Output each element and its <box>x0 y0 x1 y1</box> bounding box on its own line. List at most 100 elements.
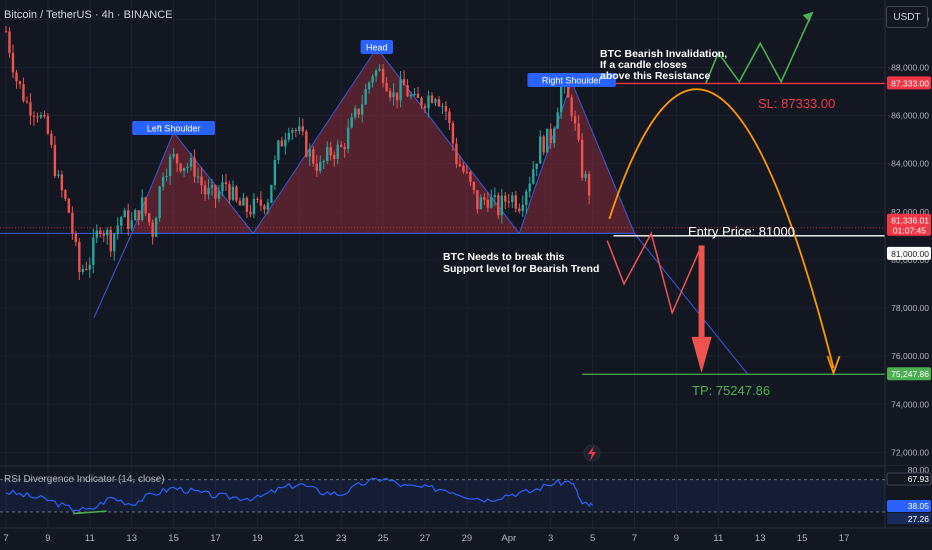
price-tag-label: 81,000.00 <box>891 249 929 259</box>
candle-body <box>22 84 25 102</box>
candle-body <box>336 144 339 159</box>
time-tick-label: 9 <box>674 533 679 544</box>
time-tick-label: 17 <box>839 533 850 544</box>
candle-body <box>298 126 301 131</box>
candle-body <box>420 97 423 106</box>
rsi-indicator-title[interactable]: RSI Divergence Indicator (14, close) <box>4 474 165 485</box>
candle-body <box>371 76 374 83</box>
candle-body <box>245 197 249 212</box>
price-tick-label: 76,000.00 <box>891 351 929 361</box>
time-tick-label: 21 <box>294 533 305 544</box>
candle-body <box>580 139 584 178</box>
candle-body <box>469 171 472 182</box>
candle-body <box>85 268 88 270</box>
candle-body <box>133 210 137 221</box>
candle-body <box>74 233 78 242</box>
price-tick-label: 74,000.00 <box>891 399 929 409</box>
candle-body <box>312 149 315 164</box>
candle-body <box>189 158 193 167</box>
candle-body <box>584 174 587 178</box>
candle-body <box>29 102 32 116</box>
candle-body <box>392 92 395 98</box>
candle-body <box>25 101 29 103</box>
pattern-triangle <box>252 47 521 234</box>
candle-body <box>32 115 36 117</box>
candle-body <box>528 183 531 192</box>
candle-body <box>273 159 277 185</box>
entry-price-label: Entry Price: 81000 <box>688 224 795 239</box>
candle-body <box>256 198 259 200</box>
candle-body <box>476 190 479 210</box>
candle-body <box>350 117 353 128</box>
candle-body <box>423 105 427 109</box>
candle-body <box>566 84 570 98</box>
time-tick-label: 5 <box>590 533 595 544</box>
candle-body <box>161 176 165 187</box>
rsi-tag-label: 67.93 <box>908 474 930 484</box>
candle-body <box>301 126 304 132</box>
head-and-shoulders-pattern <box>0 47 749 375</box>
currency-button[interactable]: USDT <box>886 6 928 28</box>
price-axis: 90,000.0088,000.0086,000.0084,000.0082,0… <box>884 0 932 550</box>
time-tick-label: 23 <box>336 533 347 544</box>
candle-body <box>374 70 378 77</box>
time-tick-label: 11 <box>713 533 723 544</box>
candle-body <box>402 79 406 86</box>
candle-body <box>235 186 238 201</box>
time-tick-label: 13 <box>126 533 137 544</box>
candle-body <box>18 81 22 85</box>
candle-body <box>242 197 245 206</box>
candle-body <box>552 128 556 144</box>
candle-body <box>570 97 573 117</box>
candle-body <box>130 220 133 229</box>
invalidation-path <box>704 11 814 84</box>
candle-body <box>88 264 91 270</box>
candle-body <box>587 174 591 196</box>
candle-body <box>556 112 559 129</box>
candle-body <box>175 154 179 164</box>
time-tick-label: 29 <box>462 533 473 544</box>
orange-projection-arc <box>608 88 835 369</box>
candle-body <box>57 174 60 176</box>
candle-body <box>329 147 332 156</box>
time-tick-label: 11 <box>85 533 95 544</box>
candle-body <box>444 106 448 112</box>
candle-body <box>416 93 420 98</box>
invalidation-arrowhead <box>802 12 813 23</box>
time-tick-label: 27 <box>420 533 431 544</box>
candle-body <box>113 233 116 252</box>
candle-body <box>409 95 413 97</box>
candle-body <box>434 99 437 103</box>
candle-body <box>340 144 343 147</box>
bearish-arrowhead <box>691 336 712 373</box>
bearish-path <box>606 231 703 316</box>
rsi-tag-bg <box>887 500 931 512</box>
candle-body <box>294 130 298 132</box>
invalidation-note: If a candle closes <box>600 59 687 71</box>
candle-body <box>399 79 402 101</box>
chart-annotations: Left Shoulder Head Right Shoulder BTC Beari… <box>132 40 835 398</box>
time-tick-label: Apr <box>501 533 516 544</box>
candle-body <box>64 190 67 199</box>
candle-body <box>367 82 371 89</box>
candle-body <box>322 160 325 163</box>
candle-body <box>518 208 521 211</box>
candle-body <box>238 200 242 206</box>
rsi-tag-bg <box>887 513 931 524</box>
candle-body <box>525 191 528 205</box>
candle-body <box>203 185 207 195</box>
time-tick-label: 7 <box>3 533 8 544</box>
time-tick-label: 17 <box>210 533 221 544</box>
price-tag-bg <box>887 213 931 236</box>
candle-body <box>193 158 196 177</box>
candle-body <box>46 116 50 134</box>
right-shoulder-label-bg <box>527 73 616 87</box>
candle-body <box>277 140 280 160</box>
candle-body <box>441 106 444 108</box>
candle-body <box>50 133 53 145</box>
candle-body <box>559 85 563 113</box>
candle-body <box>465 171 469 173</box>
candle-body <box>381 68 385 84</box>
price-tag-label: 87,333.00 <box>891 78 929 88</box>
